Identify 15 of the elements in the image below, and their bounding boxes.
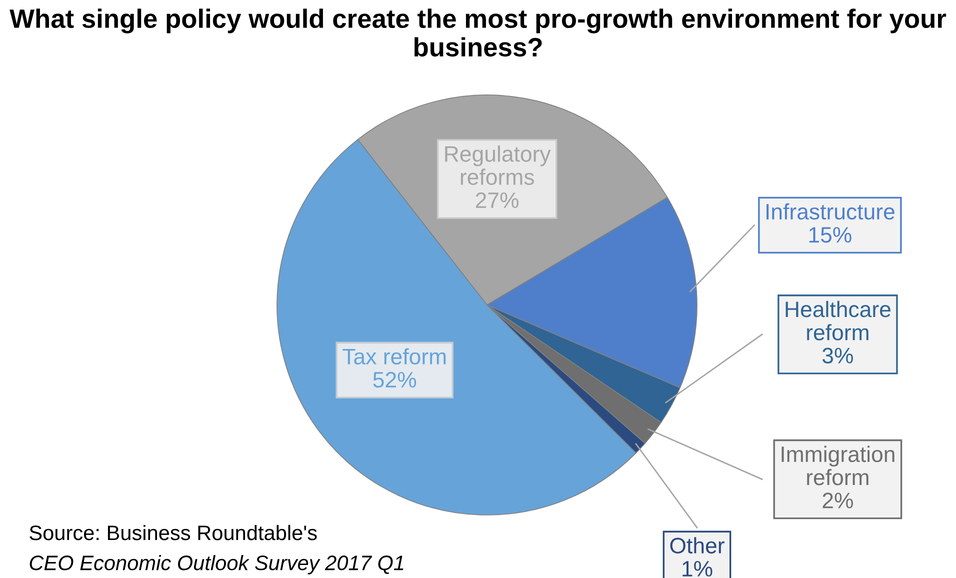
data-label: 15% — [809, 227, 852, 243]
text: CEO Economic Outlook Survey 2017 Q1 — [30, 554, 404, 574]
slice-label: Other — [670, 537, 724, 554]
data-label: 27% — [476, 192, 519, 208]
chart-title: What single policy would create the most pro-growth environment for your business? — [10, 8, 946, 57]
slice-label: Regulatory reforms — [445, 146, 551, 185]
slice-label: Tax reform — [342, 348, 446, 364]
data-label: 2% — [822, 492, 853, 508]
data-label: 52% — [373, 372, 416, 388]
slice-label: Infrastructure — [766, 203, 894, 220]
source-note: Source: Business Roundtable's — [30, 524, 317, 540]
data-label: 1% — [682, 560, 712, 577]
slice-label: Immigration reform — [782, 446, 894, 486]
data-label: 3% — [822, 348, 853, 364]
slice-label: Healthcare reform — [786, 300, 890, 340]
